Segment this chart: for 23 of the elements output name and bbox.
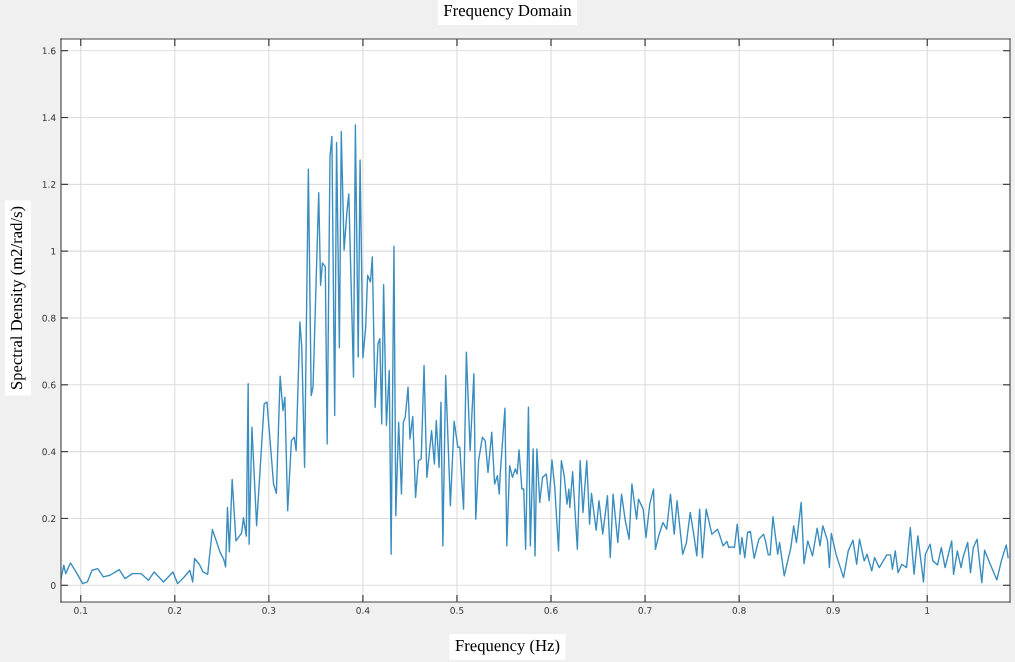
- chart-title: Frequency Domain: [443, 4, 572, 20]
- y-tick-label: 1.2: [42, 181, 56, 188]
- x-tick-label: 0.7: [638, 607, 652, 614]
- x-tick-label: 0.4: [356, 607, 370, 614]
- y-tick-label: 0.2: [42, 515, 56, 523]
- line-series: [61, 124, 1009, 585]
- y-tick-label: 0.6: [42, 381, 56, 389]
- x-tick-label: 0.5: [450, 607, 464, 614]
- x-tick-label: 0.9: [826, 607, 840, 614]
- y-tick-label: 0: [50, 582, 56, 589]
- x-tick-label: 1: [925, 607, 930, 614]
- y-tick-label: 1.4: [42, 114, 56, 121]
- y-tick-label: 1: [51, 248, 56, 255]
- x-tick-label: 0.3: [262, 607, 276, 614]
- y-tick-label: 0.8: [42, 314, 56, 322]
- y-axis-title: Spectral Density (m2/rad/s): [10, 206, 26, 389]
- x-axis-title: Frequency (Hz): [455, 639, 560, 655]
- y-tick-label: 1.6: [42, 47, 56, 55]
- x-tick-label: 0.2: [168, 607, 182, 614]
- x-tick-label: 0.6: [544, 607, 558, 614]
- x-tick-label: 0.8: [732, 607, 746, 614]
- x-tick-label: 0.1: [74, 607, 88, 614]
- y-tick-label: 0.4: [42, 448, 56, 456]
